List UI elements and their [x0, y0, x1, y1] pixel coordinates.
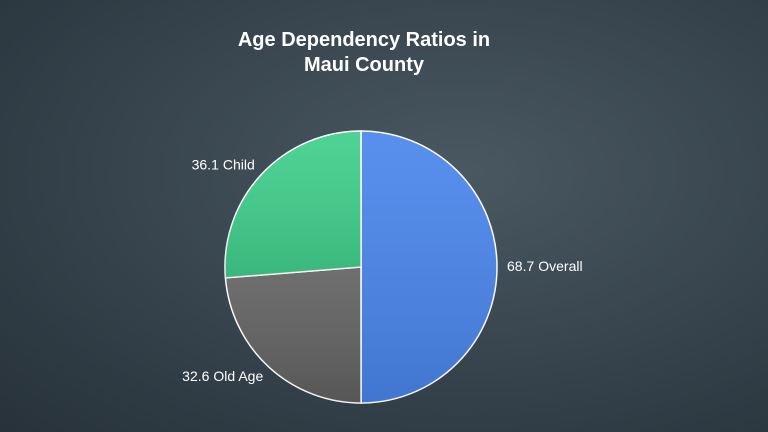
- data-label: 32.6 Old Age: [182, 368, 263, 384]
- pie-slice: [360, 130, 498, 404]
- data-label: 36.1 Child: [192, 156, 255, 172]
- label-value: 68.7: [507, 258, 534, 274]
- chart-title: Age Dependency Ratios in Maui County: [237, 29, 491, 76]
- pie-slice: [224, 130, 362, 279]
- data-label: 68.7 Overall: [507, 258, 583, 274]
- label-category: Old Age: [213, 368, 263, 384]
- pie: 68.7 Overall 32.6 Old Age 36.1 Child: [182, 130, 583, 404]
- label-category: Child: [223, 156, 255, 172]
- label-value: 32.6: [182, 368, 209, 384]
- label-category: Overall: [538, 258, 582, 274]
- label-value: 36.1: [192, 156, 219, 172]
